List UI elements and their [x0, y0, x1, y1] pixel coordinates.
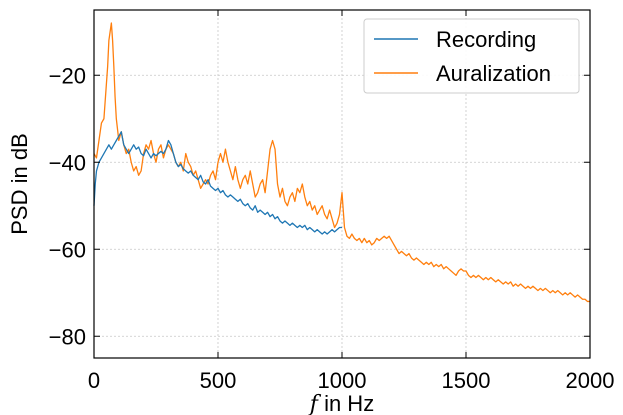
x-tick-label: 1500 [442, 368, 491, 393]
y-tick-label: −60 [49, 237, 86, 262]
axis-ticks: 0 500 1000 1500 2000 −80 −60 −40 −20 [49, 10, 615, 393]
y-tick-label: −80 [49, 324, 86, 349]
y-tick-label: −40 [49, 150, 86, 175]
x-tick-label: 2000 [566, 368, 615, 393]
legend-box [363, 18, 580, 94]
legend-label-recording: Recording [436, 27, 536, 52]
series-line-auralization [93, 22, 590, 303]
x-tick-label: 0 [88, 368, 100, 393]
legend: Recording Auralization [363, 18, 580, 94]
y-axis-label: PSD in dB [7, 133, 32, 235]
series-lines [93, 22, 590, 303]
x-tick-label: 500 [200, 368, 237, 393]
x-tick-label: 1000 [318, 368, 367, 393]
y-tick-label: −20 [49, 63, 86, 88]
x-axis-label: f in Hz [308, 391, 374, 415]
legend-label-auralization: Auralization [436, 61, 551, 86]
series-line-recording [93, 131, 342, 235]
